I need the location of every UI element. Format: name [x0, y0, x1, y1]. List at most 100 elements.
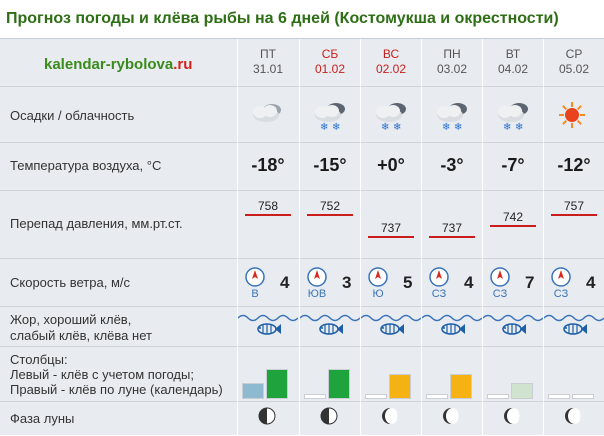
wind-compass-icon [428, 266, 450, 293]
site-logo[interactable]: kalendar-rybolova.ru [44, 56, 192, 73]
day-header: ВТ 04.02 [483, 47, 543, 77]
pressure-line [429, 236, 475, 238]
day-date: 31.01 [252, 62, 284, 76]
svg-text:❄: ❄ [381, 122, 389, 133]
temp-row [0, 143, 604, 191]
fish-icon [379, 322, 405, 341]
day-name: ПТ [260, 47, 276, 61]
day-column: СБ 01.02 ❄ ❄ -15° 752 ЮВ 3 [299, 39, 361, 435]
moon-phase-icon [381, 407, 399, 425]
fish-icon [318, 322, 344, 341]
water-wave [543, 309, 604, 327]
wind-direction: СЗ [492, 288, 508, 300]
fish-icon [501, 322, 527, 341]
day-date: 01.02 [314, 62, 346, 76]
bite-bar-weather [548, 394, 570, 399]
page-title: Прогноз погоды и клёва рыбы на 6 дней (К… [6, 10, 559, 27]
bite-bar-moon [450, 374, 472, 399]
bite-label-1: Жор, хороший клёв, [10, 312, 132, 327]
day-header: ПТ 31.01 [238, 47, 298, 77]
day-name: СР [565, 47, 583, 61]
snow-cloud-icon: ❄ ❄ [432, 97, 472, 138]
day-header: СР 05.02 [544, 47, 604, 77]
day-date: 02.02 [375, 62, 407, 76]
day-date: 03.02 [436, 62, 468, 76]
temperature-value: -18° [251, 155, 285, 175]
bite-bar-moon [328, 369, 350, 399]
day-date: 05.02 [558, 62, 590, 76]
wind-speed-value: 4 [464, 273, 474, 292]
svg-text:❄: ❄ [332, 122, 340, 133]
temperature-value: -3° [440, 155, 464, 175]
pressure-line [245, 214, 291, 216]
day-header: СБ 01.02 [300, 47, 360, 77]
water-wave [299, 309, 361, 327]
bite-row [0, 307, 604, 347]
day-name: ВТ [505, 47, 521, 61]
precip-row [0, 87, 604, 143]
bars-row [0, 347, 604, 402]
pressure-value: 737 [380, 221, 402, 235]
wind-direction: СЗ [431, 288, 447, 300]
precip-label: Осадки / облачность [10, 108, 135, 123]
bite-bar-weather [426, 394, 448, 399]
fish-icon [440, 322, 466, 341]
wind-compass-icon [244, 266, 266, 293]
wind-row [0, 259, 604, 307]
pressure-line [490, 225, 536, 227]
day-date: 04.02 [497, 62, 529, 76]
bite-bar-weather [365, 394, 387, 399]
svg-text:❄: ❄ [442, 122, 450, 133]
water-wave [360, 309, 422, 327]
bite-bar-moon [511, 383, 533, 399]
moon-phase-icon [503, 407, 521, 425]
pressure-line [307, 214, 353, 216]
pressure-value: 742 [502, 210, 524, 224]
wind-speed-value: 7 [525, 273, 535, 292]
bite-bar-moon [389, 374, 411, 399]
bite-bar-moon [572, 394, 594, 399]
snow-cloud-icon: ❄ ❄ [371, 97, 411, 138]
day-column: ВС 02.02 ❄ ❄ +0° 737 Ю 5 [360, 39, 422, 435]
day-name: СБ [321, 47, 339, 61]
svg-text:❄: ❄ [503, 122, 511, 133]
wind-compass-icon [550, 266, 572, 293]
day-name: ПН [443, 47, 461, 61]
moon-phase-icon [564, 407, 582, 425]
svg-text:❄: ❄ [393, 122, 401, 133]
day-header: ВС 02.02 [361, 47, 421, 77]
svg-text:❄: ❄ [515, 122, 523, 133]
temperature-value: -7° [501, 155, 525, 175]
pressure-value: 737 [441, 221, 463, 235]
temperature-value: -15° [313, 155, 347, 175]
pressure-line [368, 236, 414, 238]
bite-bar-weather [304, 394, 326, 399]
water-wave [482, 309, 544, 327]
wind-direction: ЮВ [307, 288, 327, 300]
snow-cloud-icon: ❄ ❄ [310, 97, 350, 138]
wind-speed-value: 4 [586, 273, 596, 292]
temperature-value: +0° [377, 155, 405, 175]
day-header: ПН 03.02 [422, 47, 482, 77]
moon-phase-icon [320, 407, 338, 425]
wind-compass-icon [489, 266, 511, 293]
wind-compass-icon [306, 266, 328, 293]
pressure-value: 752 [319, 199, 341, 213]
moon-phase-icon [442, 407, 460, 425]
bite-bar-weather [242, 383, 264, 399]
cols-label-3: Правый - клёв по луне (календарь) [10, 382, 223, 397]
sun-icon [554, 97, 590, 138]
pressure-line [551, 214, 597, 216]
wind-label: Скорость ветра, м/с [10, 275, 130, 290]
bite-bar-weather [487, 394, 509, 399]
temp-label: Температура воздуха, °С [10, 158, 162, 173]
cols-label-1: Столбцы: [10, 352, 68, 367]
pressure-value: 757 [563, 199, 585, 213]
day-column: ПН 03.02 ❄ ❄ -3° 737 СЗ 4 [421, 39, 483, 435]
wind-compass-icon [367, 266, 389, 293]
water-wave [421, 309, 483, 327]
wind-direction: В [251, 288, 259, 300]
pressure-value: 758 [257, 199, 279, 213]
logo-main: kalendar-rybolova [44, 56, 174, 73]
moon-label: Фаза луны [10, 411, 75, 426]
